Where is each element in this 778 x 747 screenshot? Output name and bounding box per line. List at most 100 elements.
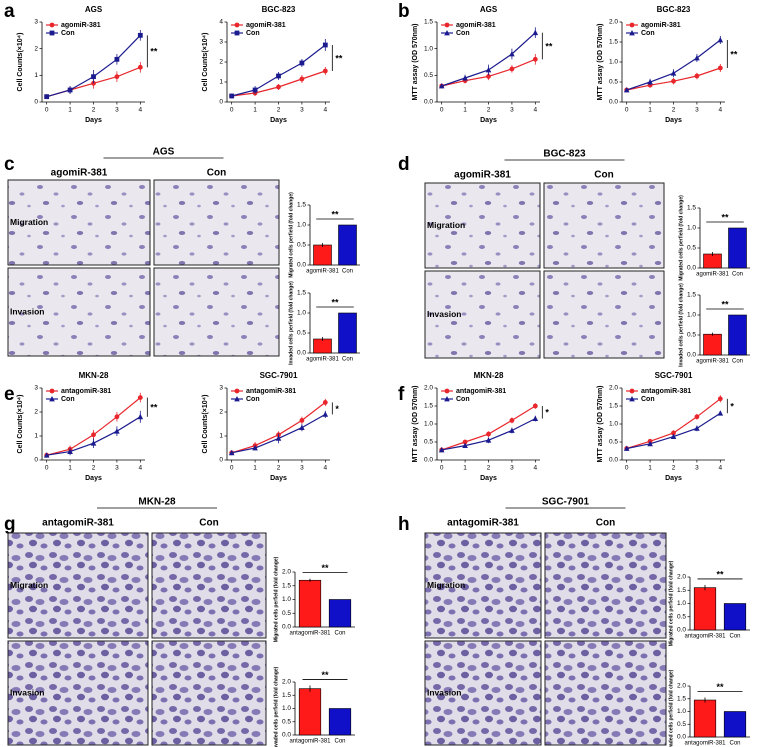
panel-letter: b [398,1,410,22]
data-point [647,79,653,85]
micrograph [7,532,149,639]
y-tick-label: 0.5 [677,721,686,728]
legend-label: Con [641,30,655,37]
legend-marker [444,22,450,28]
y-tick-label: 0.5 [297,242,306,249]
column-label: antagomiR-381 [42,518,114,529]
micrograph [424,270,541,359]
data-point [462,442,468,448]
significance-label: ** [321,563,329,573]
y-tick-label: 1.5 [282,582,291,589]
x-tick-label: 2 [92,465,96,472]
column-label: Con [596,518,615,529]
x-tick-label: 1 [648,107,652,114]
micrograph [7,267,151,357]
column-label: Con [199,518,218,529]
data-point [670,433,677,439]
legend-label: Con [641,396,655,403]
y-tick-label: 1.0 [424,45,433,52]
x-tick-label: 4 [534,107,538,114]
panel-letter: h [398,514,410,535]
data-point [462,439,468,445]
panel-letter: d [398,154,410,175]
data-point [91,432,96,438]
x-tick-label: 1 [648,465,652,472]
column-label: antagomiR-381 [447,518,519,529]
legend-label: antagomiR-381 [641,388,691,395]
column-label: Con [594,170,613,181]
significance-label: ** [150,403,158,413]
x-axis-label: Days [85,475,102,482]
bar [728,314,747,356]
micrograph [543,182,665,269]
data-point [114,428,120,434]
x-tick-label: 4 [719,107,723,114]
y-tick-label: 1.0 [282,596,291,603]
x-tick-label: 2 [672,107,676,114]
y-axis-label: Migrated cells perfield (fold change) [668,560,674,646]
data-point [252,87,258,93]
y-axis-label: MTT assay (OD 570nm) [597,23,604,100]
x-tick-label: 3 [300,465,304,472]
x-tick-label: antagomiR-381 [684,634,726,640]
legend-label: Con [246,396,260,403]
x-tick-label: agomiR-381 [696,359,729,365]
data-point [623,87,630,93]
panel-header: BGC-823 [543,149,586,160]
data-point [717,396,723,402]
x-tick-label: Con [729,634,740,640]
y-tick-label: 0 [34,99,38,106]
data-point [137,413,144,420]
x-tick-label: 4 [139,107,143,114]
bar [298,579,322,628]
micrograph [151,640,267,746]
panel-letter: a [4,1,15,22]
x-axis-label: Days [480,117,497,124]
data-point [114,414,120,420]
row-label: Invasion [427,309,461,319]
bar [328,599,352,628]
significance-label: ** [321,670,329,680]
x-tick-label: 3 [300,107,304,114]
y-tick-label: 0.0 [424,99,433,106]
panel-header: SGC-7901 [542,497,590,508]
y-axis-label: Invaded cells perfield (fold change) [678,283,684,367]
significance-label: ** [721,299,729,309]
y-tick-label: 1.0 [609,59,618,66]
x-axis-label: Days [665,117,682,124]
data-point [322,411,329,417]
data-point [91,74,96,80]
data-point [509,418,515,423]
data-point [694,73,700,79]
micrograph [544,640,667,746]
y-tick-label: 1.0 [297,222,306,229]
data-point [137,395,143,400]
x-tick-label: 0 [625,107,629,114]
micrograph [424,532,542,639]
data-point [509,51,515,57]
y-axis-label: Cell Counts(×10⁴) [17,395,24,454]
legend-label: antagomiR-381 [61,388,111,395]
x-tick-label: 2 [92,107,96,114]
bar [693,587,717,631]
bar [313,338,332,354]
x-tick-label: 3 [695,465,699,472]
y-tick-label: 2.0 [282,679,291,686]
legend-marker [444,388,450,394]
x-tick-label: 4 [139,465,143,472]
legend-label: antagomiR-381 [456,388,506,395]
y-tick-label: 0 [34,457,38,464]
y-axis-label: Cell Counts(×10⁴) [17,33,24,92]
chart-title: AGS [85,5,103,14]
data-point [462,75,468,81]
legend-label: Con [456,30,470,37]
micrograph [151,532,267,639]
bar [703,333,722,356]
data-point [276,73,281,79]
x-tick-label: antagomiR-381 [289,739,331,745]
y-tick-label: 2.0 [677,683,686,690]
y-tick-label: 0.0 [297,262,306,269]
data-point [485,67,492,73]
data-point [694,414,700,420]
